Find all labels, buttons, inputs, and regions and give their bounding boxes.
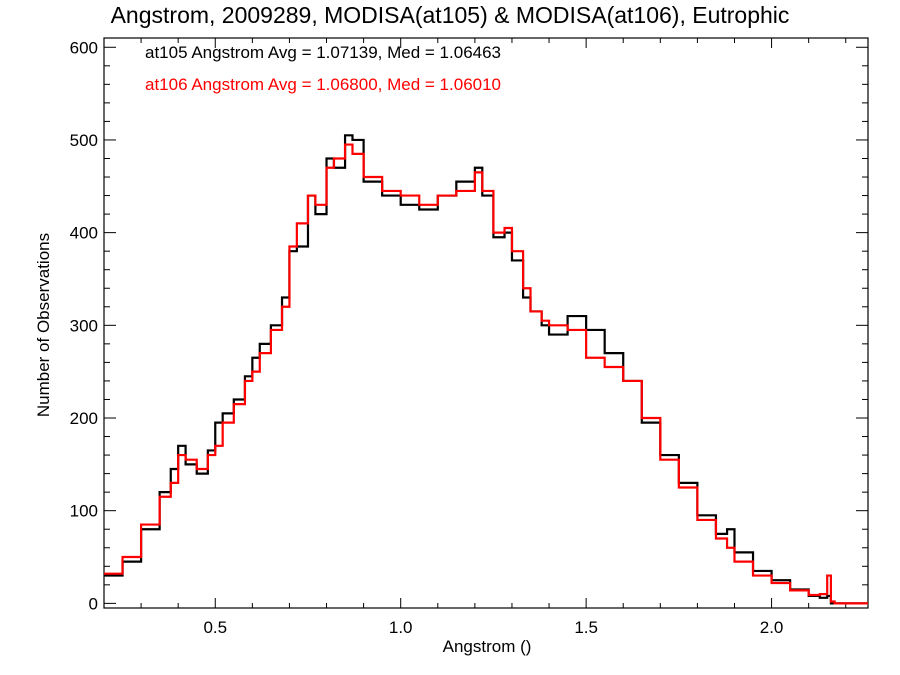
x-tick-label: 1.0	[389, 618, 413, 637]
y-tick-label: 200	[70, 409, 98, 428]
series-line-at105	[104, 134, 868, 605]
y-tick-label: 0	[89, 594, 98, 613]
x-axis-label: Angstrom ()	[442, 637, 532, 656]
plot-frame	[103, 37, 869, 609]
legend-entry-at106: at106 Angstrom Avg = 1.06800, Med = 1.06…	[145, 75, 502, 94]
x-tick-label: 1.5	[574, 618, 598, 637]
y-tick-label: 500	[70, 131, 98, 150]
x-tick-label: 2.0	[760, 618, 784, 637]
y-tick-label: 100	[70, 502, 98, 521]
series-line-at106	[104, 143, 868, 605]
y-tick-label: 400	[70, 224, 98, 243]
legend-entry-at105: at105 Angstrom Avg = 1.07139, Med = 1.06…	[145, 43, 502, 62]
y-tick-label: 300	[70, 316, 98, 335]
x-tick-label: 0.5	[203, 618, 227, 637]
y-tick-label: 600	[70, 38, 98, 57]
chart-title: Angstrom, 2009289, MODISA(at105) & MODIS…	[110, 2, 790, 28]
